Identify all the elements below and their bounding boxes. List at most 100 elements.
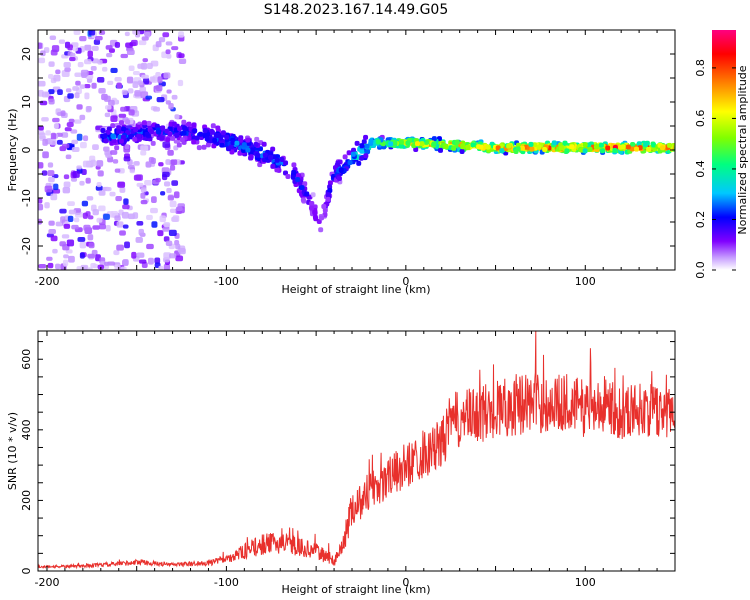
spectrogram-cell bbox=[175, 206, 183, 211]
spectrogram-cell bbox=[165, 240, 173, 247]
spectrogram-cell bbox=[132, 71, 140, 76]
spectrogram-cell bbox=[50, 235, 58, 242]
spectrogram-cell bbox=[173, 191, 180, 199]
spectrogram-cell bbox=[50, 193, 58, 201]
spectrogram-cell bbox=[38, 203, 44, 211]
spectrogram-cell bbox=[302, 181, 308, 187]
snr-x-tick-label: -100 bbox=[214, 576, 239, 589]
spectrogram-cell bbox=[48, 98, 55, 105]
spectrogram-cell bbox=[90, 159, 96, 167]
spectrogram-y-label: Frequency (Hz) bbox=[6, 109, 19, 192]
spectrogram-cell bbox=[327, 187, 333, 193]
spectrogram-cell bbox=[173, 145, 179, 151]
spectrogram-cell bbox=[49, 35, 57, 40]
colorbar-label: Normalized spectral amplitude bbox=[736, 65, 749, 234]
spectrogram-cell bbox=[91, 82, 97, 89]
spectrogram-cell bbox=[104, 105, 112, 110]
spectrogram-cell bbox=[162, 171, 170, 178]
spectrogram-cell bbox=[76, 266, 82, 270]
spectrogram-cell bbox=[38, 57, 46, 64]
spectrogram-cell bbox=[375, 139, 381, 145]
spectrogram-cell bbox=[388, 141, 394, 147]
spectrogram-cell bbox=[114, 215, 121, 221]
spectrogram-cell bbox=[48, 176, 55, 183]
spectrogram-cell bbox=[261, 141, 267, 147]
spectrogram-cell bbox=[73, 30, 81, 35]
snr-panel: -200 -100 0 100 0 200 400 600 Height of straigh… bbox=[6, 330, 676, 596]
spectrogram-cell bbox=[57, 89, 63, 96]
spectrogram-cell bbox=[41, 117, 49, 122]
spectrogram-cell bbox=[234, 140, 240, 146]
spectrogram-y-tick-label: -20 bbox=[20, 237, 33, 255]
spectrogram-cell bbox=[454, 139, 460, 145]
spectrogram-cell bbox=[67, 201, 75, 206]
spectrogram-cell bbox=[46, 256, 53, 261]
colorbar-tick-label: 0.8 bbox=[694, 59, 707, 77]
spectrogram-cell bbox=[169, 208, 176, 213]
colorbar: 0.0 0.2 0.4 0.6 0.8 Normalized spectral ampl… bbox=[694, 30, 749, 279]
spectrogram-cell bbox=[499, 148, 505, 154]
spectrogram-cell bbox=[368, 138, 374, 144]
spectrogram-cell bbox=[605, 145, 611, 151]
spectrogram-marks bbox=[38, 30, 675, 270]
spectrogram-cell bbox=[290, 174, 296, 180]
spectrogram-cell bbox=[113, 250, 120, 256]
spectrogram-cell bbox=[132, 136, 138, 142]
spectrogram-cell bbox=[59, 241, 66, 247]
spectrogram-cell bbox=[160, 191, 166, 196]
spectrogram-cell bbox=[115, 196, 122, 202]
spectrogram-cell bbox=[136, 221, 144, 226]
spectrogram-cell bbox=[71, 139, 79, 145]
spectrogram-cell bbox=[196, 145, 202, 151]
spectrogram-cell bbox=[151, 221, 158, 228]
spectrogram-cell bbox=[178, 248, 186, 255]
snr-x-tick-label: 100 bbox=[575, 576, 596, 589]
spectrogram-cell bbox=[47, 170, 55, 177]
spectrogram-cell bbox=[95, 185, 103, 191]
spectrogram-x-tick-label: -100 bbox=[214, 275, 239, 288]
spectrogram-cell bbox=[625, 144, 631, 150]
spectrogram-cell bbox=[123, 156, 131, 162]
spectrogram-cell bbox=[73, 119, 82, 124]
spectrogram-cell bbox=[140, 187, 147, 193]
snr-background bbox=[38, 331, 675, 571]
spectrogram-x-label: Height of straight line (km) bbox=[281, 283, 430, 296]
spectrogram-cell bbox=[76, 104, 83, 110]
spectrogram-cell bbox=[174, 132, 180, 138]
spectrogram-cell bbox=[186, 121, 192, 127]
spectrogram-cell bbox=[165, 159, 171, 165]
spectrogram-cell bbox=[102, 66, 108, 72]
spectrogram-cell bbox=[53, 74, 61, 82]
spectrogram-cell bbox=[114, 41, 121, 48]
spectrogram-cell bbox=[319, 215, 325, 221]
spectrogram-cell bbox=[150, 140, 156, 146]
spectrogram-cell bbox=[318, 227, 324, 233]
spectrogram-cell bbox=[173, 139, 180, 144]
spectrogram-cell bbox=[120, 266, 127, 270]
spectrogram-cell bbox=[248, 155, 254, 161]
spectrogram-cell bbox=[205, 142, 211, 148]
spectrogram-cell bbox=[192, 128, 198, 134]
spectrogram-cell bbox=[82, 212, 88, 219]
spectrogram-cell bbox=[140, 200, 148, 205]
spectrogram-cell bbox=[102, 133, 108, 139]
spectrogram-cell bbox=[142, 135, 148, 141]
spectrogram-cell bbox=[84, 59, 92, 65]
spectrogram-cell bbox=[50, 132, 57, 140]
spectrogram-cell bbox=[66, 122, 74, 127]
spectrogram-cell bbox=[659, 145, 665, 151]
spectrogram-cell bbox=[162, 227, 170, 232]
spectrogram-cell bbox=[163, 236, 170, 242]
spectrogram-cell bbox=[163, 263, 171, 270]
spectrogram-cell bbox=[96, 76, 105, 83]
spectrogram-cell bbox=[238, 137, 244, 143]
spectrogram-cell bbox=[84, 84, 91, 89]
spectrogram-cell bbox=[138, 228, 145, 236]
spectrogram-cell bbox=[94, 36, 103, 41]
spectrogram-cell bbox=[93, 263, 99, 269]
spectrogram-cell bbox=[158, 162, 164, 167]
spectrogram-cell bbox=[124, 31, 130, 37]
spectrogram-cell bbox=[515, 146, 521, 152]
spectrogram-cell bbox=[52, 117, 60, 123]
spectrogram-cell bbox=[38, 264, 47, 269]
